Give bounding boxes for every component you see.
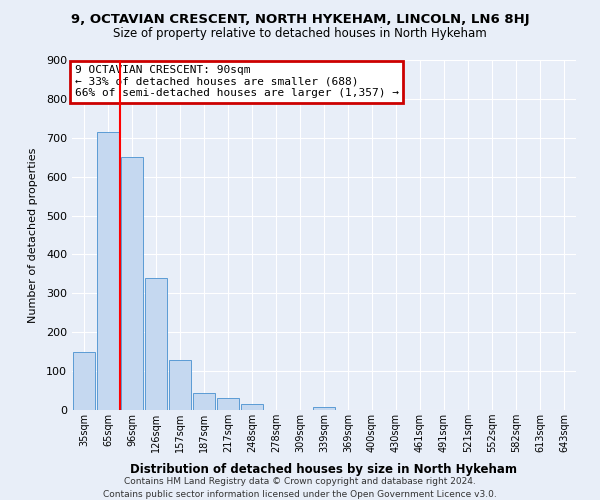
Text: Size of property relative to detached houses in North Hykeham: Size of property relative to detached ho… bbox=[113, 28, 487, 40]
Y-axis label: Number of detached properties: Number of detached properties bbox=[28, 148, 38, 322]
Bar bbox=[217, 398, 239, 410]
Text: Contains public sector information licensed under the Open Government Licence v3: Contains public sector information licen… bbox=[103, 490, 497, 499]
Bar bbox=[145, 278, 167, 410]
Bar bbox=[169, 360, 191, 410]
Bar bbox=[73, 352, 95, 410]
Bar bbox=[241, 404, 263, 410]
Bar bbox=[97, 132, 119, 410]
Text: Contains HM Land Registry data © Crown copyright and database right 2024.: Contains HM Land Registry data © Crown c… bbox=[124, 478, 476, 486]
Bar bbox=[193, 392, 215, 410]
X-axis label: Distribution of detached houses by size in North Hykeham: Distribution of detached houses by size … bbox=[131, 464, 517, 476]
Text: 9, OCTAVIAN CRESCENT, NORTH HYKEHAM, LINCOLN, LN6 8HJ: 9, OCTAVIAN CRESCENT, NORTH HYKEHAM, LIN… bbox=[71, 12, 529, 26]
Text: 9 OCTAVIAN CRESCENT: 90sqm
← 33% of detached houses are smaller (688)
66% of sem: 9 OCTAVIAN CRESCENT: 90sqm ← 33% of deta… bbox=[74, 66, 398, 98]
Bar bbox=[313, 407, 335, 410]
Bar bbox=[121, 157, 143, 410]
